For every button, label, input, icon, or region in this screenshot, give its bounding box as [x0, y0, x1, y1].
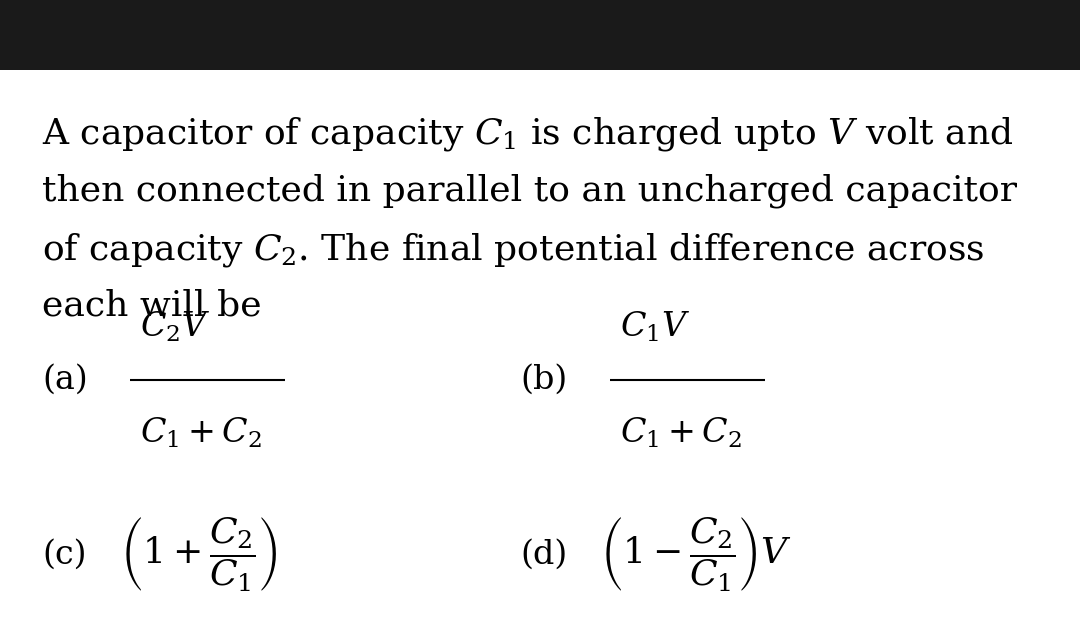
Text: of capacity $C_2$. The final potential difference across: of capacity $C_2$. The final potential d… — [42, 231, 984, 269]
Text: (c): (c) — [42, 539, 86, 571]
Text: (a): (a) — [42, 364, 87, 396]
FancyBboxPatch shape — [0, 0, 1080, 70]
Text: each will be: each will be — [42, 289, 261, 323]
Text: A capacitor of capacity $C_1$ is charged upto $V$ volt and: A capacitor of capacity $C_1$ is charged… — [42, 115, 1014, 153]
Text: then connected in parallel to an uncharged capacitor: then connected in parallel to an uncharg… — [42, 173, 1017, 208]
Text: (b): (b) — [519, 364, 567, 396]
Text: (d): (d) — [519, 539, 567, 571]
Text: $C_1 + C_2$: $C_1 + C_2$ — [620, 416, 742, 450]
Text: $C_2V$: $C_2V$ — [140, 310, 211, 344]
Text: $C_1 + C_2$: $C_1 + C_2$ — [140, 416, 262, 450]
Text: $\left(1-\dfrac{C_2}{C_1}\right)V$: $\left(1-\dfrac{C_2}{C_1}\right)V$ — [600, 516, 792, 594]
Text: $C_1V$: $C_1V$ — [620, 310, 690, 344]
Text: $\left(1+\dfrac{C_2}{C_1}\right)$: $\left(1+\dfrac{C_2}{C_1}\right)$ — [120, 516, 278, 594]
